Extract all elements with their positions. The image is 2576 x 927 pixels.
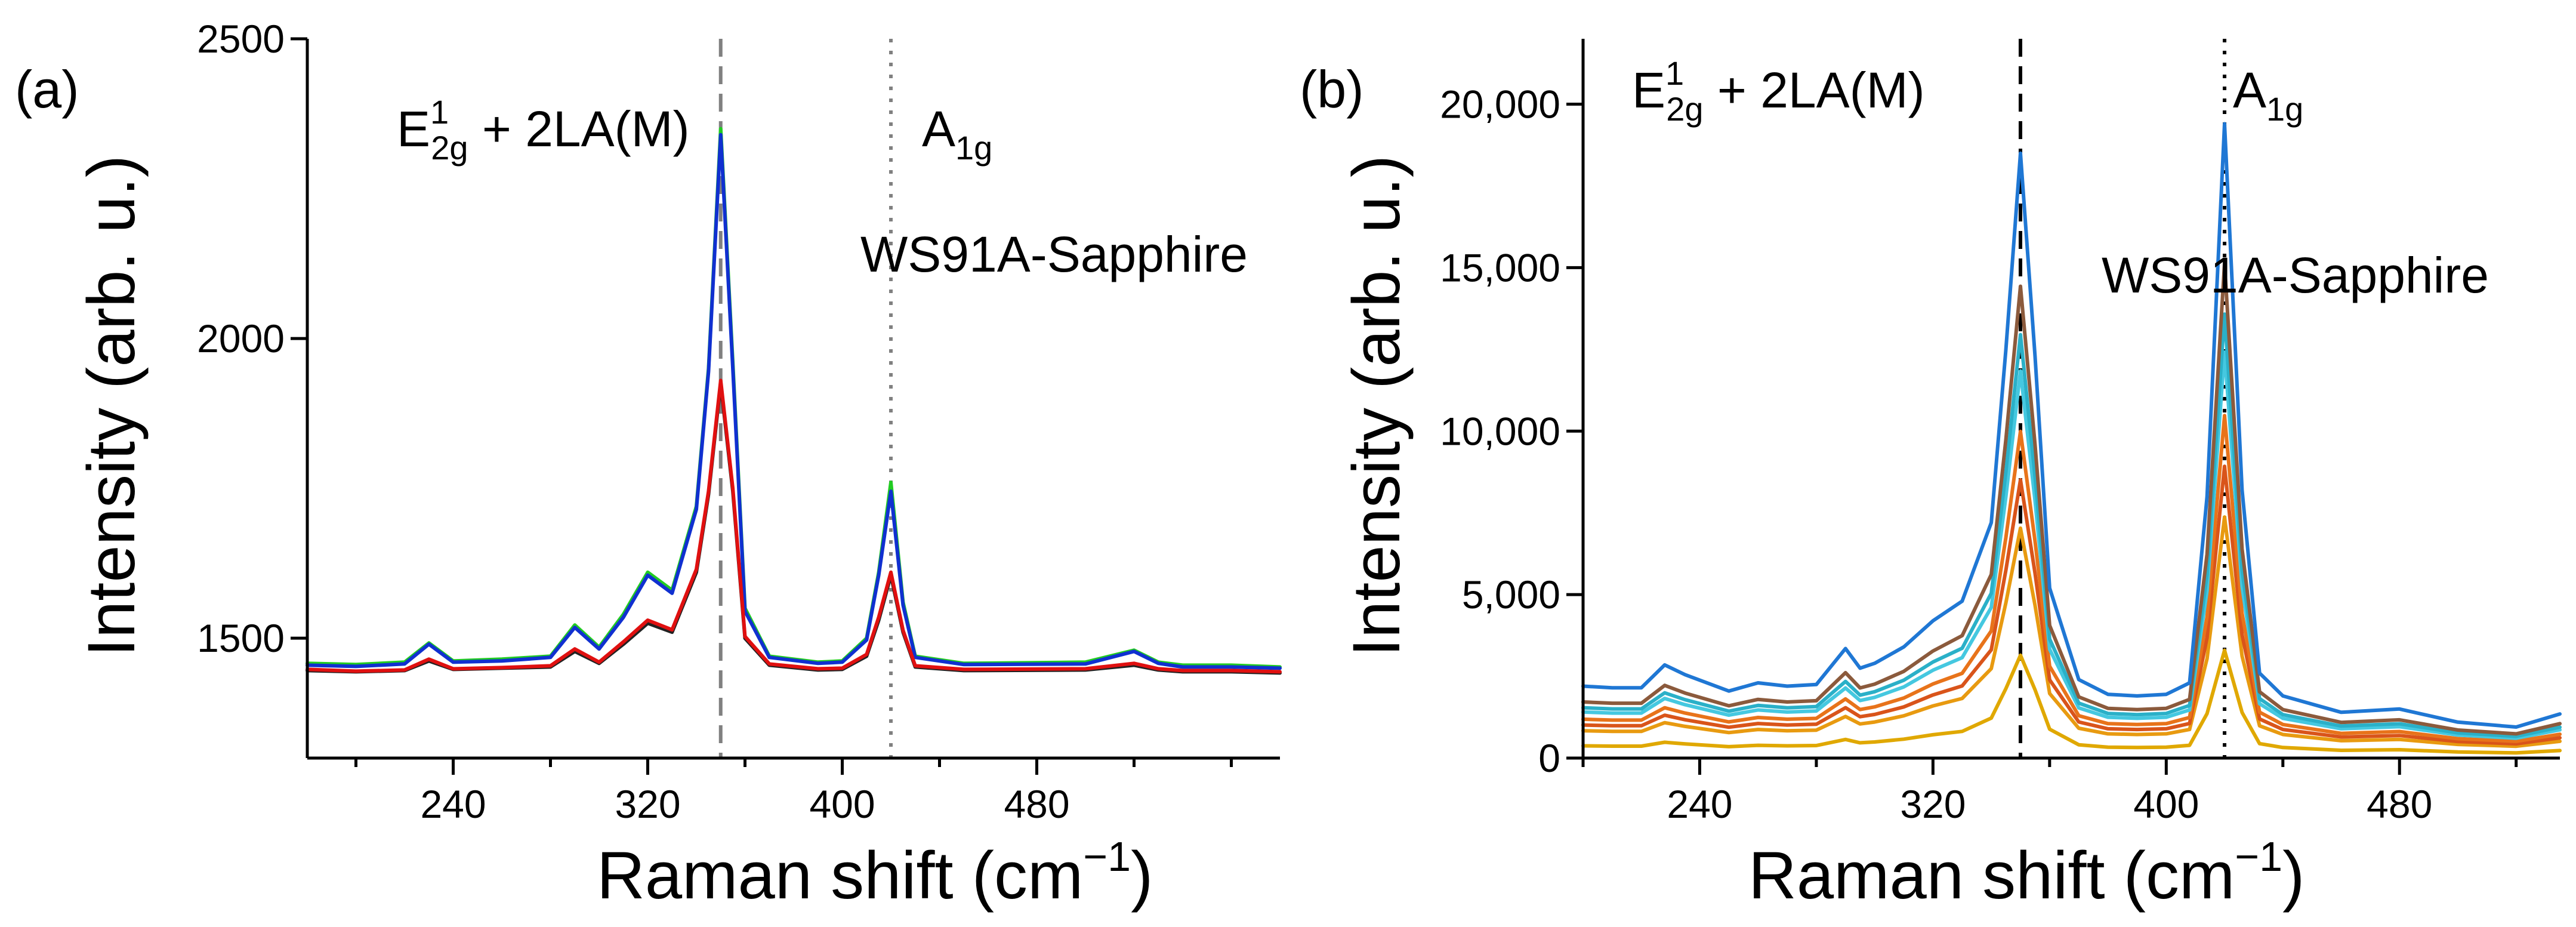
panel-a-y-ticks: 1500 2000 2500 (197, 17, 307, 660)
panel-a-series-green (306, 127, 1282, 669)
panel-a-series-blue (306, 133, 1282, 670)
panel-a-series-group (306, 127, 1282, 675)
panel-a-x-tick-label: 400 (809, 782, 875, 826)
panel-a-x-tick-label: 320 (615, 782, 680, 826)
panel-a-y-tick-label: 1500 (197, 616, 285, 660)
panel-b-x-axis-title: Raman shift (cm−1) (1748, 833, 2304, 913)
panel-a-x-axis-title: Raman shift (cm−1) (597, 833, 1153, 913)
panel-b-y-tick-label: 20,000 (1440, 82, 1560, 127)
panel-b-series-brown (1581, 261, 2562, 736)
panel-b-x-tick-label: 240 (1667, 782, 1732, 826)
panel-a-label: (a) (15, 60, 79, 119)
panel-b-x-tick-label: 320 (1900, 782, 1966, 826)
panel-b-y-tick-label: 0 (1538, 736, 1560, 780)
panel-b-y-tick-label: 15,000 (1440, 245, 1560, 290)
panel-b-series-gold (1581, 648, 2562, 755)
panel-a-a1g-annotation: A1g (922, 101, 992, 167)
panel-b-y-ticks: 0 5,000 10,000 15,000 20,000 (1440, 82, 1583, 780)
panel-b-x-ticks: 240 320 400 480 (1581, 758, 2518, 826)
panel-b-x-tick-label: 400 (2133, 782, 2199, 826)
panel-b-series-dark-orange (1581, 464, 2562, 746)
panel-b-series-blue (1581, 122, 2562, 729)
panel-b-y-tick-label: 5,000 (1462, 572, 1560, 617)
panel-b-label: (b) (1300, 60, 1364, 119)
panel-a-series-black (306, 381, 1282, 675)
panel-b-series-orange (1581, 414, 2562, 743)
panel-a-x-tick-label: 240 (420, 782, 486, 826)
panel-b-x-tick-label: 480 (2367, 782, 2432, 826)
panel-b-series-amber (1581, 515, 2562, 749)
panel-b-e2g-annotation: E1 2g + 2LA(M) (1632, 54, 1925, 128)
panel-a: (a) 240 320 400 480 1500 2000 2500 E1 2g + 2LA… (15, 17, 1282, 913)
panel-a-x-tick-label: 480 (1004, 782, 1069, 826)
panel-b-series-teal (1581, 312, 2562, 738)
panel-b-y-axis-title: Intensity (arb. u.) (1339, 155, 1414, 657)
panel-b-a1g-annotation: A1g (2233, 62, 2303, 128)
panel-b-series-group (1581, 122, 2562, 755)
panel-a-reference-lines (718, 39, 893, 758)
panel-a-sample-label: WS91A-Sapphire (860, 226, 1248, 282)
panel-a-y-tick-label: 2000 (197, 316, 285, 361)
panel-a-series-red (306, 378, 1282, 674)
panel-a-x-ticks: 240 320 400 480 (354, 758, 1233, 826)
panel-a-y-tick-label: 2500 (197, 17, 285, 61)
panel-b-sample-label: WS91A-Sapphire (2102, 247, 2489, 303)
panel-b-series-cyan (1581, 350, 2562, 740)
panel-a-e2g-annotation: E1 2g + 2LA(M) (397, 93, 690, 167)
panel-b-y-tick-label: 10,000 (1440, 409, 1560, 453)
panel-b: (b) 240 320 400 480 0 5,000 10,000 15,000 20,00… (1300, 39, 2562, 913)
panel-a-y-axis-title: Intensity (arb. u.) (74, 155, 149, 657)
